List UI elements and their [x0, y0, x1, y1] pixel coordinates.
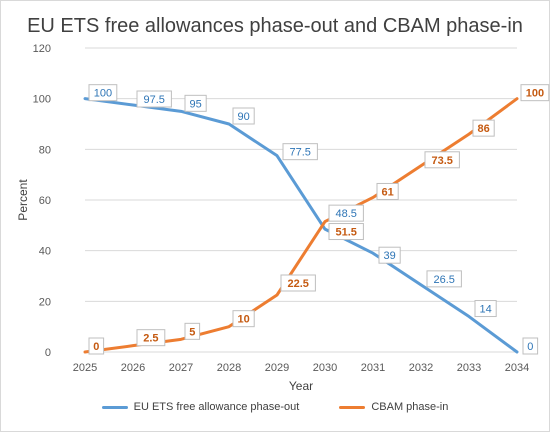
y-tick-label: 100 — [33, 94, 51, 106]
legend-label-ets: EU ETS free allowance phase-out — [133, 401, 300, 413]
data-label-cbam: 51.5 — [335, 227, 356, 239]
data-label-box — [184, 322, 201, 340]
legend-swatch-cbam — [339, 405, 366, 409]
x-tick-label: 2025 — [73, 362, 97, 374]
y-tick-label: 60 — [39, 195, 51, 207]
data-label-cbam: 86 — [477, 123, 489, 135]
series-line-cbam — [83, 97, 519, 354]
data-label-box — [424, 151, 460, 169]
series-line-ets — [83, 97, 519, 354]
data-label-cbam: 5 — [189, 326, 195, 338]
data-label-box — [136, 329, 166, 347]
y-tick-label: 20 — [39, 296, 51, 308]
data-label-cbam: 22.5 — [287, 278, 308, 290]
legend: EU ETS free allowance phase-out CBAM pha… — [1, 401, 549, 413]
legend-item-ets: EU ETS free allowance phase-out — [101, 401, 300, 413]
data-label-box — [328, 223, 364, 241]
y-tick-label: 0 — [45, 347, 51, 359]
y-tick-label: 120 — [33, 43, 51, 55]
data-label-cbam: 2.5 — [143, 333, 158, 345]
x-axis-title: Year — [289, 379, 313, 393]
data-label-box — [282, 143, 318, 161]
data-label-box — [88, 337, 105, 355]
data-label-cbam: 0 — [93, 341, 99, 353]
data-label-ets: 14 — [479, 304, 491, 316]
data-label-box — [472, 119, 495, 137]
data-label-box — [232, 107, 255, 125]
data-label-ets: 95 — [189, 98, 201, 110]
legend-item-cbam: CBAM phase-in — [339, 401, 448, 413]
y-axis-title: Percent — [16, 179, 30, 221]
y-tick-label: 80 — [39, 144, 51, 156]
data-label-ets: 90 — [237, 111, 249, 123]
data-label-box — [328, 204, 364, 222]
data-label-box — [474, 300, 497, 318]
data-label-ets: 48.5 — [335, 208, 356, 220]
data-label-box — [376, 182, 399, 200]
data-label-ets: 100 — [94, 88, 112, 100]
data-label-box — [522, 337, 539, 355]
x-tick-label: 2034 — [505, 362, 529, 374]
data-label-cbam: 73.5 — [431, 155, 452, 167]
data-label-box — [88, 84, 118, 102]
data-label-ets: 77.5 — [289, 147, 310, 159]
data-label-box — [232, 310, 255, 328]
x-tick-label: 2031 — [361, 362, 385, 374]
x-tick-label: 2026 — [121, 362, 145, 374]
chart-title: EU ETS free allowances phase-out and CBA… — [27, 15, 523, 37]
data-label-ets: 26.5 — [433, 274, 454, 286]
data-label-ets: 39 — [383, 250, 395, 262]
x-tick-label: 2028 — [217, 362, 241, 374]
data-label-cbam: 100 — [526, 88, 544, 100]
y-tick-label: 40 — [39, 246, 51, 258]
x-tick-label: 2033 — [457, 362, 481, 374]
data-label-box — [426, 270, 462, 288]
x-tick-label: 2027 — [169, 362, 193, 374]
x-tick-label: 2030 — [313, 362, 337, 374]
data-label-box — [184, 94, 207, 112]
x-tick-label: 2029 — [265, 362, 289, 374]
data-label-ets: 97.5 — [143, 94, 164, 106]
data-label-box — [520, 84, 550, 102]
x-tick-label: 2032 — [409, 362, 433, 374]
data-label-box — [136, 90, 172, 108]
data-label-cbam: 61 — [381, 186, 393, 198]
legend-label-cbam: CBAM phase-in — [371, 401, 449, 413]
data-label-ets: 0 — [527, 341, 533, 353]
legend-swatch-ets — [101, 405, 128, 409]
data-label-box — [378, 246, 401, 264]
data-label-cbam: 10 — [237, 314, 249, 326]
data-label-box — [280, 274, 316, 292]
